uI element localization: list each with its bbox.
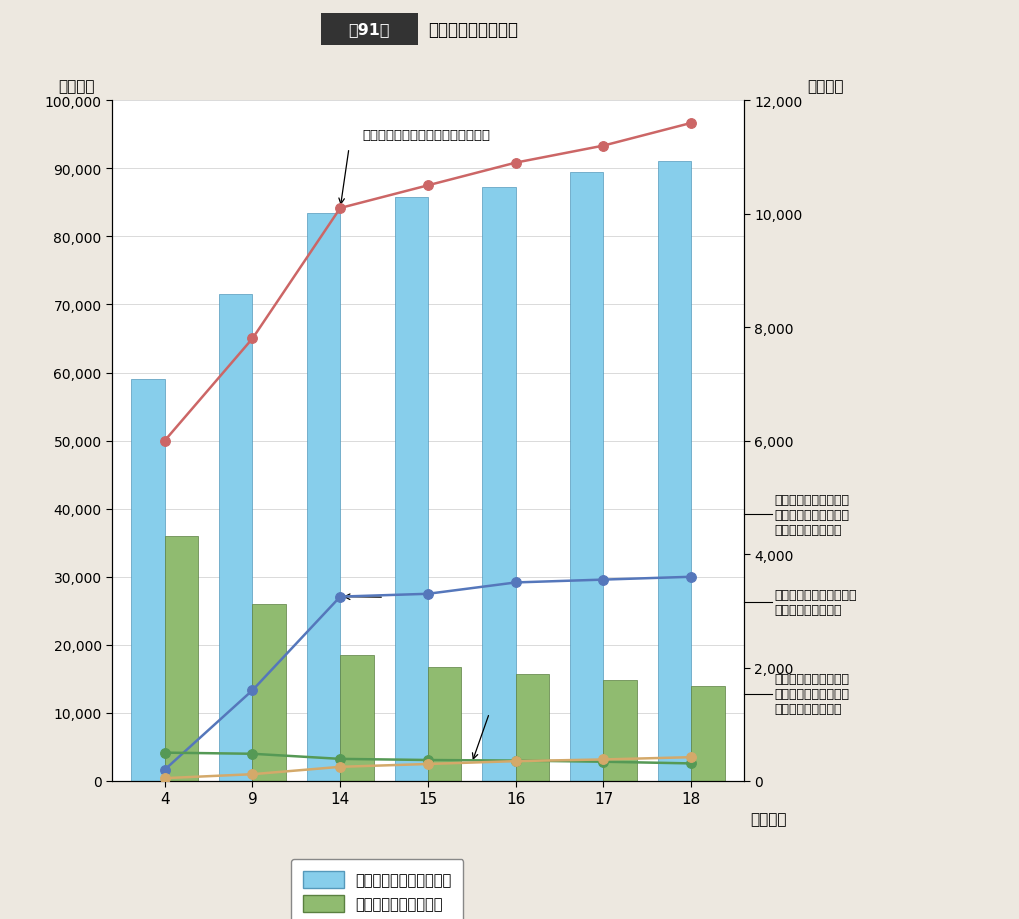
Bar (428, 667, 462, 781)
Legend: 公共下水道現在排水人口, し尿処理施設処理人口: 公共下水道現在排水人口, し尿処理施設処理人口 (291, 859, 464, 919)
Text: 第91図: 第91図 (348, 22, 390, 38)
Bar (482, 188, 516, 781)
Bar (165, 537, 198, 781)
Text: 漁業集落排水施設現在
排水人口：うち汚水に
係るもの（右目盛）: 漁業集落排水施設現在 排水人口：うち汚水に 係るもの（右目盛） (774, 673, 850, 715)
Text: 合併処理浄化様処理人口（右目盛）: 合併処理浄化様処理人口（右目盛） (362, 129, 490, 142)
Bar (253, 605, 285, 781)
Bar (219, 295, 253, 781)
Text: （年度）: （年度） (750, 811, 787, 827)
Bar (340, 655, 374, 781)
Bar (658, 163, 691, 781)
Text: コミュニティ・プラント
処理人口（右目盛）: コミュニティ・プラント 処理人口（右目盛） (774, 588, 857, 616)
Text: （千人）: （千人） (807, 79, 844, 95)
Bar (131, 380, 165, 781)
Bar (307, 213, 340, 781)
Bar (603, 680, 637, 781)
Text: 下水処理人口の推移: 下水処理人口の推移 (428, 21, 518, 40)
Bar (691, 686, 725, 781)
Bar (516, 675, 549, 781)
Bar (570, 173, 603, 781)
Text: 農業集落排水施設現在
排水人口：うち汚水に
係るもの（右目盛）: 農業集落排水施設現在 排水人口：うち汚水に 係るもの（右目盛） (774, 494, 850, 536)
Text: （千人）: （千人） (58, 79, 95, 95)
Bar (394, 198, 428, 781)
